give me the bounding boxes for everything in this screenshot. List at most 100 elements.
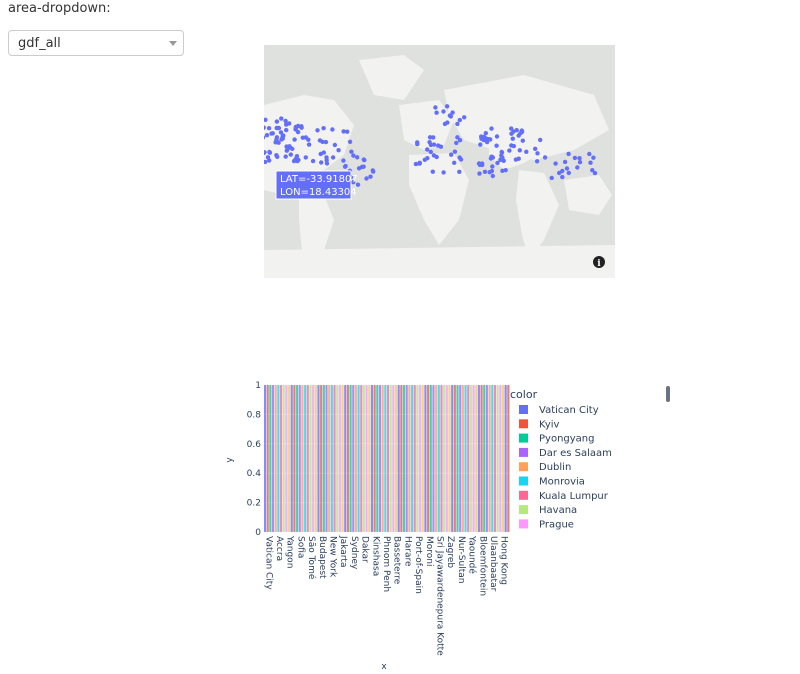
map-marker[interactable] bbox=[351, 153, 356, 158]
map-marker[interactable] bbox=[292, 137, 297, 142]
map-marker[interactable] bbox=[285, 146, 290, 152]
map-marker[interactable] bbox=[445, 120, 450, 125]
bar[interactable] bbox=[440, 385, 443, 532]
map-marker[interactable] bbox=[303, 155, 308, 160]
map-marker[interactable] bbox=[560, 174, 565, 180]
legend-item-label[interactable]: Kuala Lumpur bbox=[539, 491, 609, 502]
bar[interactable] bbox=[416, 385, 419, 532]
map-marker[interactable] bbox=[534, 159, 540, 164]
map-marker[interactable] bbox=[351, 180, 356, 185]
bar[interactable] bbox=[408, 385, 411, 532]
map-marker[interactable] bbox=[417, 160, 422, 165]
map-marker[interactable] bbox=[279, 116, 284, 121]
bar[interactable] bbox=[427, 385, 430, 532]
bar[interactable] bbox=[293, 385, 296, 532]
legend-item-label[interactable]: Havana bbox=[539, 505, 577, 516]
legend[interactable]: Vatican City Kyiv Pyongyang Dar es Salaam Du… bbox=[519, 405, 612, 530]
map-marker[interactable] bbox=[449, 152, 454, 157]
map-marker[interactable] bbox=[264, 125, 266, 130]
bar[interactable] bbox=[282, 385, 285, 532]
map-marker[interactable] bbox=[427, 140, 432, 145]
bar[interactable] bbox=[277, 385, 280, 532]
bar[interactable] bbox=[336, 385, 339, 532]
map-marker[interactable] bbox=[560, 168, 565, 174]
map-marker[interactable] bbox=[444, 104, 450, 109]
map-marker[interactable] bbox=[364, 176, 369, 181]
legend-swatch[interactable] bbox=[519, 433, 528, 443]
legend-item-label[interactable]: Dublin bbox=[539, 462, 571, 473]
bar[interactable] bbox=[341, 385, 344, 532]
map-marker[interactable] bbox=[274, 119, 280, 124]
map-marker[interactable] bbox=[495, 160, 500, 166]
bar[interactable] bbox=[459, 385, 462, 532]
map-marker[interactable] bbox=[264, 135, 266, 140]
map-marker[interactable] bbox=[588, 160, 593, 165]
bar[interactable] bbox=[384, 385, 387, 532]
map-marker[interactable] bbox=[336, 148, 341, 153]
bar[interactable] bbox=[469, 385, 472, 532]
map-marker[interactable] bbox=[450, 110, 455, 115]
map-marker[interactable] bbox=[591, 155, 596, 160]
map-marker[interactable] bbox=[514, 128, 519, 133]
map-marker[interactable] bbox=[575, 165, 580, 170]
map-marker[interactable] bbox=[330, 127, 335, 132]
map-marker[interactable] bbox=[310, 158, 316, 164]
legend-item-label[interactable]: Prague bbox=[539, 519, 574, 530]
map-marker[interactable] bbox=[274, 135, 280, 140]
bar[interactable] bbox=[477, 385, 480, 532]
map-marker[interactable] bbox=[349, 149, 354, 154]
map-marker[interactable] bbox=[264, 151, 266, 156]
bar[interactable] bbox=[376, 385, 379, 532]
map-marker[interactable] bbox=[489, 168, 495, 174]
legend-swatch[interactable] bbox=[519, 490, 528, 500]
bar[interactable] bbox=[280, 385, 283, 532]
map-marker[interactable] bbox=[477, 171, 482, 176]
map-marker[interactable] bbox=[507, 148, 512, 153]
bar[interactable] bbox=[387, 385, 390, 532]
map-marker[interactable] bbox=[288, 152, 293, 157]
bar[interactable] bbox=[290, 385, 293, 532]
bar[interactable] bbox=[443, 385, 446, 532]
map-marker[interactable] bbox=[538, 137, 543, 143]
map-marker[interactable] bbox=[299, 124, 304, 129]
bar[interactable] bbox=[413, 385, 416, 532]
bar[interactable] bbox=[419, 385, 422, 532]
bar[interactable] bbox=[389, 385, 392, 532]
map-marker[interactable] bbox=[264, 117, 268, 122]
map-marker[interactable] bbox=[264, 159, 268, 165]
legend-item-label[interactable]: Vatican City bbox=[539, 405, 599, 416]
bar[interactable] bbox=[432, 385, 435, 532]
map-marker[interactable] bbox=[434, 154, 439, 160]
info-icon[interactable]: i bbox=[593, 256, 605, 269]
bar[interactable] bbox=[304, 385, 307, 532]
map-marker[interactable] bbox=[518, 131, 523, 136]
map-marker[interactable] bbox=[457, 117, 462, 123]
map-marker[interactable] bbox=[535, 151, 540, 156]
map-marker[interactable] bbox=[488, 156, 494, 161]
map-marker[interactable] bbox=[498, 157, 503, 162]
bar[interactable] bbox=[360, 385, 363, 532]
bar[interactable] bbox=[397, 385, 400, 532]
map-marker[interactable] bbox=[513, 157, 519, 162]
map-marker[interactable] bbox=[509, 143, 514, 148]
map-marker[interactable] bbox=[447, 113, 453, 118]
map-marker[interactable] bbox=[300, 135, 305, 140]
map-marker[interactable] bbox=[324, 158, 329, 163]
map-marker[interactable] bbox=[494, 134, 500, 139]
map-marker[interactable] bbox=[490, 164, 495, 169]
map-marker[interactable] bbox=[275, 154, 280, 159]
bar[interactable] bbox=[354, 385, 357, 532]
map-marker[interactable] bbox=[293, 126, 298, 131]
map-marker[interactable] bbox=[433, 105, 438, 110]
legend-swatch[interactable] bbox=[519, 462, 528, 472]
bar[interactable] bbox=[472, 385, 475, 532]
map-marker[interactable] bbox=[478, 142, 483, 147]
map-marker[interactable] bbox=[296, 157, 301, 163]
bar[interactable] bbox=[437, 385, 440, 532]
bar[interactable] bbox=[456, 385, 459, 532]
legend-item-label[interactable]: Monrovia bbox=[539, 477, 585, 488]
bar[interactable] bbox=[314, 385, 317, 532]
bar[interactable] bbox=[480, 385, 483, 532]
bar[interactable] bbox=[421, 385, 424, 532]
map-marker[interactable] bbox=[267, 158, 272, 163]
